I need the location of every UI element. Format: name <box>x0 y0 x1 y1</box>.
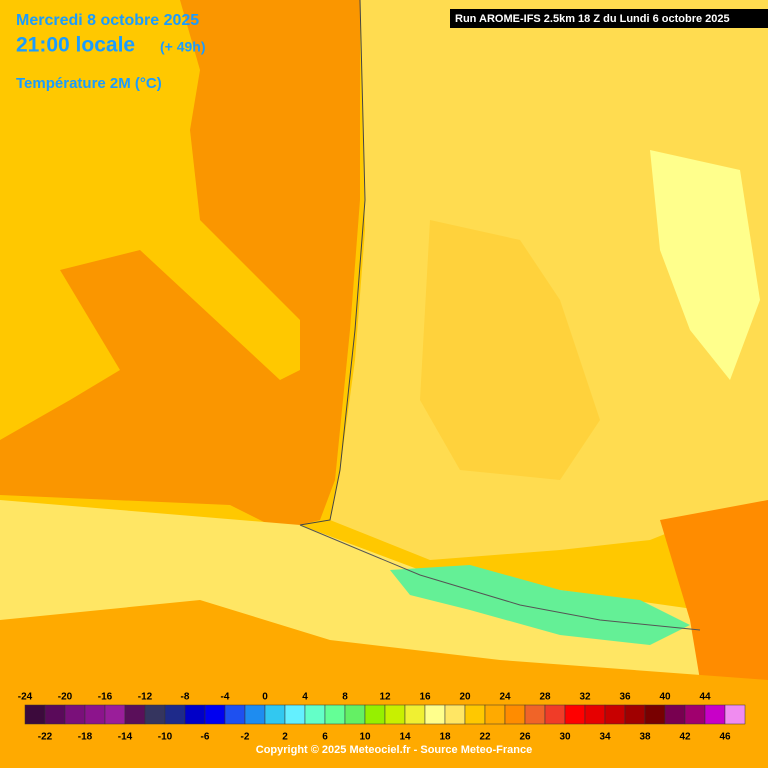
legend-label: 40 <box>659 692 671 703</box>
legend-swatch <box>704 704 726 725</box>
legend-swatch <box>264 704 286 725</box>
legend-label: 26 <box>519 732 531 743</box>
legend-label: 18 <box>439 732 451 743</box>
land-warm <box>420 220 600 480</box>
legend-label: 38 <box>639 732 651 743</box>
legend-label: -2 <box>241 732 250 743</box>
legend-label: 22 <box>479 732 491 743</box>
legend-swatch <box>424 704 446 725</box>
legend-swatch <box>344 704 366 725</box>
legend-swatch <box>504 704 526 725</box>
legend-swatch <box>144 704 166 725</box>
legend-label: 14 <box>399 732 411 743</box>
legend-swatch <box>644 704 666 725</box>
legend-label: -24 <box>18 692 33 703</box>
legend-swatch <box>164 704 186 725</box>
legend-label: 16 <box>419 692 431 703</box>
legend-swatch <box>664 704 686 725</box>
legend-label: -12 <box>138 692 153 703</box>
legend-label: -4 <box>221 692 230 703</box>
legend-label: 32 <box>579 692 591 703</box>
legend-background <box>0 688 768 768</box>
legend-swatch <box>204 704 226 725</box>
legend-swatch <box>184 704 206 725</box>
legend-label: 30 <box>559 732 571 743</box>
legend-swatch <box>244 704 266 725</box>
legend-swatch <box>124 704 146 725</box>
legend-label: 6 <box>322 732 328 743</box>
legend-swatch <box>64 704 86 725</box>
legend-label: -20 <box>58 692 73 703</box>
legend-label: 34 <box>599 732 611 743</box>
legend-label: -18 <box>78 732 93 743</box>
legend-label: 0 <box>262 692 268 703</box>
time: 21:00 locale <box>16 34 135 57</box>
legend-swatch <box>604 704 626 725</box>
legend-label: 2 <box>282 732 288 743</box>
legend-label: 10 <box>359 732 371 743</box>
legend-label: 4 <box>302 692 308 703</box>
legend-swatch <box>544 704 566 725</box>
legend-swatch <box>584 704 606 725</box>
copyright: Copyright © 2025 Meteociel.fr - Source M… <box>256 744 532 756</box>
legend-swatch <box>524 704 546 725</box>
legend-label: -10 <box>158 732 173 743</box>
legend-swatch <box>224 704 246 725</box>
legend-label: 28 <box>539 692 551 703</box>
legend-swatch <box>724 704 746 725</box>
legend-swatch <box>404 704 426 725</box>
legend-swatch <box>104 704 126 725</box>
ocean-warm <box>0 0 360 530</box>
legend: -24-22-20-18-16-14-12-10-8-6-4-202468101… <box>18 692 746 743</box>
legend-label: 24 <box>499 692 511 703</box>
legend-label: -14 <box>118 732 133 743</box>
legend-label: 36 <box>619 692 631 703</box>
run-info: Run AROME-IFS 2.5km 18 Z du Lundi 6 octo… <box>455 13 730 25</box>
legend-label: -8 <box>181 692 190 703</box>
legend-swatch <box>364 704 386 725</box>
legend-swatch <box>24 704 46 725</box>
run-box <box>450 9 768 28</box>
legend-label: 46 <box>719 732 731 743</box>
legend-swatch <box>564 704 586 725</box>
legend-swatch <box>684 704 706 725</box>
legend-swatch <box>464 704 486 725</box>
legend-swatch <box>444 704 466 725</box>
legend-label: 8 <box>342 692 348 703</box>
legend-label: -22 <box>38 732 53 743</box>
legend-label: 44 <box>699 692 711 703</box>
legend-label: 20 <box>459 692 471 703</box>
border <box>299 524 701 631</box>
legend-label: 12 <box>379 692 391 703</box>
legend-swatch <box>484 704 506 725</box>
legend-swatch <box>304 704 326 725</box>
pyrenees-cold <box>390 565 690 645</box>
mediterranean-warm <box>660 500 768 690</box>
coastline <box>299 0 366 526</box>
legend-label: -16 <box>98 692 113 703</box>
land-cool <box>650 150 760 380</box>
legend-label: 42 <box>679 732 691 743</box>
legend-label: -6 <box>201 732 210 743</box>
parameter: Température 2M (°C) <box>16 75 162 92</box>
legend-swatch <box>84 704 106 725</box>
legend-swatch <box>284 704 306 725</box>
legend-swatch <box>384 704 406 725</box>
date: Mercredi 8 octobre 2025 <box>16 12 199 29</box>
offset: (+ 49h) <box>160 39 206 55</box>
legend-swatch <box>624 704 646 725</box>
legend-swatch <box>324 704 346 725</box>
legend-swatch <box>44 704 66 725</box>
